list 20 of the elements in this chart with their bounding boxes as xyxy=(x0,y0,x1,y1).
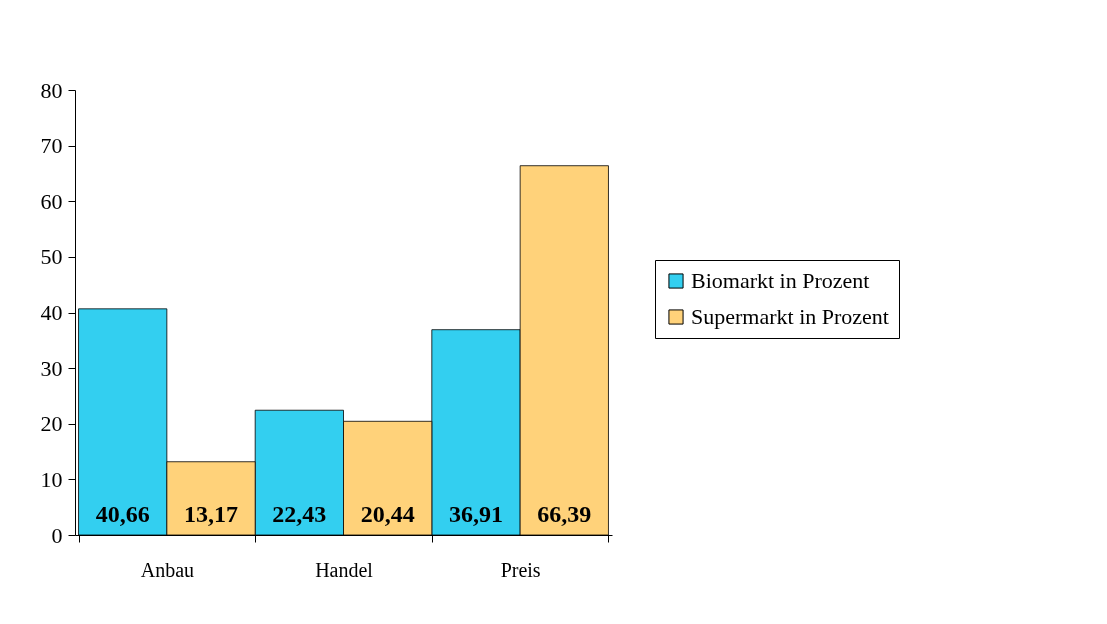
data-label: 66,39 xyxy=(537,501,592,527)
y-tick-label: 70 xyxy=(40,133,63,159)
y-tick-label: 60 xyxy=(40,188,63,214)
data-label: 13,17 xyxy=(184,501,239,527)
legend-label: Biomarkt in Prozent xyxy=(691,268,870,293)
y-tick-label: 80 xyxy=(40,77,63,103)
legend-label: Supermarkt in Prozent xyxy=(691,304,889,329)
x-tick-label: Handel xyxy=(315,558,374,581)
data-label: 36,91 xyxy=(448,501,503,527)
y-tick-label: 30 xyxy=(40,355,63,381)
y-tick-label: 20 xyxy=(40,411,63,437)
x-tick-label: Anbau xyxy=(140,558,195,581)
data-label: 40,66 xyxy=(95,501,150,527)
data-label: 22,43 xyxy=(272,501,327,527)
y-tick-label: 40 xyxy=(40,300,63,325)
y-tick-label: 0 xyxy=(51,522,63,548)
y-tick-label: 10 xyxy=(40,466,63,492)
data-label: 20,44 xyxy=(360,501,415,527)
y-tick-label: 50 xyxy=(40,244,63,270)
x-tick-label: Preis xyxy=(500,558,541,581)
